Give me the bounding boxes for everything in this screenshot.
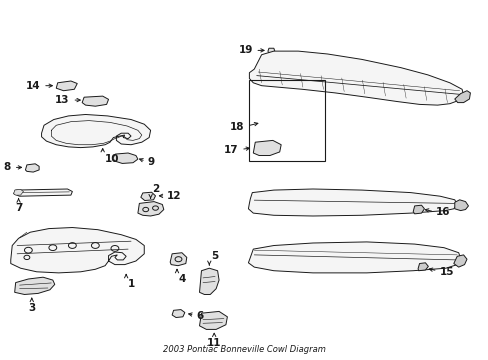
Polygon shape	[454, 200, 468, 211]
Text: 1: 1	[128, 279, 135, 289]
Polygon shape	[170, 253, 186, 266]
Polygon shape	[56, 81, 77, 91]
Text: 13: 13	[55, 95, 69, 105]
Polygon shape	[248, 189, 456, 216]
Polygon shape	[199, 311, 227, 329]
Polygon shape	[82, 96, 108, 106]
Polygon shape	[454, 91, 469, 103]
Text: 9: 9	[147, 157, 155, 167]
Polygon shape	[112, 153, 138, 163]
Text: 17: 17	[224, 145, 238, 155]
Text: 7: 7	[15, 203, 22, 213]
Polygon shape	[453, 255, 466, 267]
Text: 19: 19	[238, 45, 252, 55]
Polygon shape	[199, 268, 219, 294]
Text: 8: 8	[3, 162, 11, 172]
Bar	[249, 80, 325, 161]
Polygon shape	[11, 228, 144, 273]
Text: 2003 Pontiac Bonneville Cowl Diagram: 2003 Pontiac Bonneville Cowl Diagram	[163, 345, 325, 354]
Polygon shape	[249, 51, 463, 105]
Text: 16: 16	[435, 207, 450, 217]
Text: 18: 18	[229, 122, 244, 132]
Polygon shape	[412, 205, 424, 214]
Polygon shape	[25, 164, 39, 172]
Text: 4: 4	[178, 274, 185, 284]
Polygon shape	[417, 263, 427, 271]
Polygon shape	[138, 202, 163, 216]
Polygon shape	[14, 189, 23, 195]
Polygon shape	[172, 310, 184, 318]
Text: 5: 5	[211, 251, 218, 261]
Text: 2: 2	[152, 184, 160, 194]
Polygon shape	[248, 242, 460, 273]
Text: 11: 11	[206, 338, 221, 348]
Polygon shape	[41, 114, 150, 148]
Text: 6: 6	[196, 311, 203, 321]
Polygon shape	[267, 48, 274, 53]
Polygon shape	[15, 277, 55, 294]
Polygon shape	[14, 189, 72, 196]
Text: 14: 14	[25, 81, 40, 91]
Polygon shape	[253, 140, 281, 156]
Polygon shape	[141, 192, 155, 201]
Text: 10: 10	[105, 154, 120, 164]
Text: 15: 15	[439, 267, 453, 277]
Text: 12: 12	[167, 191, 182, 201]
Text: 3: 3	[28, 303, 35, 313]
